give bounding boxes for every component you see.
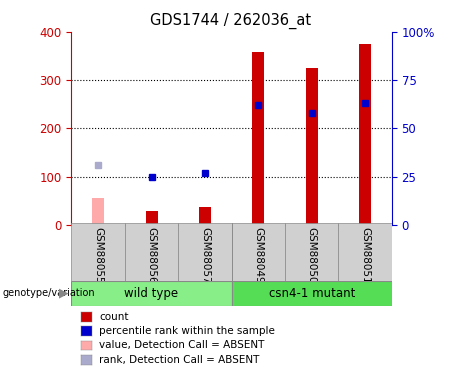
Text: value, Detection Call = ABSENT: value, Detection Call = ABSENT bbox=[99, 340, 265, 350]
Bar bbox=[92, 198, 104, 225]
Bar bbox=[285, 223, 338, 281]
Bar bbox=[125, 223, 178, 281]
Text: percentile rank within the sample: percentile rank within the sample bbox=[99, 326, 275, 336]
Bar bbox=[71, 223, 125, 281]
Bar bbox=[306, 68, 318, 225]
Bar bbox=[71, 281, 231, 306]
Text: rank, Detection Call = ABSENT: rank, Detection Call = ABSENT bbox=[99, 355, 260, 364]
Bar bbox=[252, 52, 264, 225]
Text: GSM88055: GSM88055 bbox=[93, 227, 103, 284]
Text: wild type: wild type bbox=[124, 287, 178, 300]
Text: GDS1744 / 262036_at: GDS1744 / 262036_at bbox=[150, 13, 311, 29]
Bar bbox=[338, 223, 392, 281]
Text: csn4-1 mutant: csn4-1 mutant bbox=[269, 287, 355, 300]
Text: GSM88056: GSM88056 bbox=[147, 227, 157, 284]
Text: genotype/variation: genotype/variation bbox=[2, 288, 95, 298]
Bar bbox=[359, 44, 371, 225]
Text: GSM88057: GSM88057 bbox=[200, 227, 210, 284]
Text: GSM88050: GSM88050 bbox=[307, 227, 317, 284]
Bar bbox=[199, 207, 211, 225]
Text: GSM88049: GSM88049 bbox=[254, 227, 263, 284]
Bar bbox=[231, 223, 285, 281]
Bar bbox=[178, 223, 231, 281]
Bar bbox=[146, 210, 158, 225]
Text: GSM88051: GSM88051 bbox=[360, 227, 370, 284]
Bar bbox=[231, 281, 392, 306]
Text: ▶: ▶ bbox=[59, 287, 68, 300]
Text: count: count bbox=[99, 312, 129, 322]
